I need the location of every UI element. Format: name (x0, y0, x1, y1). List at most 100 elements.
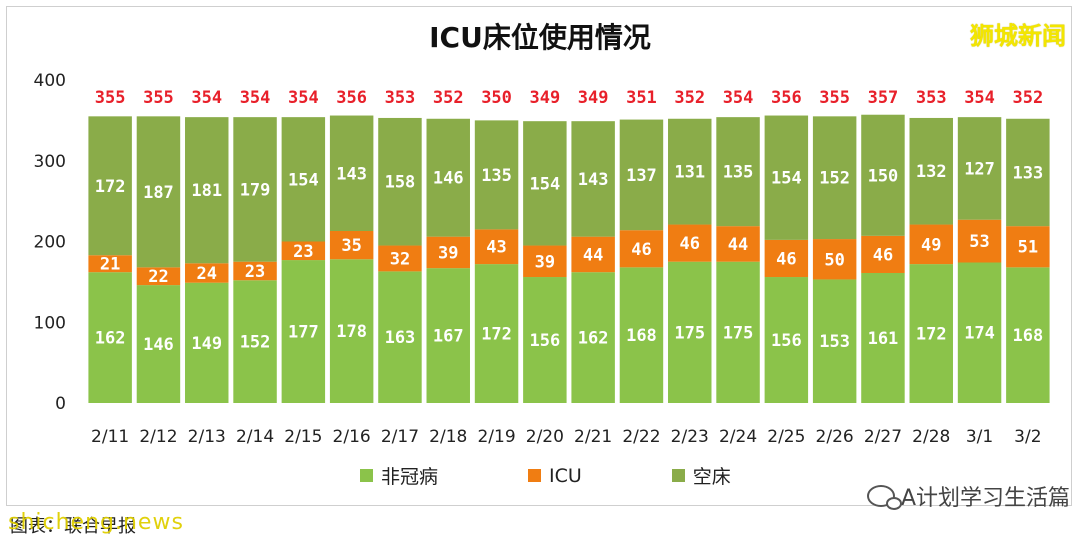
bar-segment (764, 239, 809, 278)
wechat-account: A计划学习生活篇 (866, 480, 1070, 512)
bar-segment (88, 116, 132, 256)
data-label: 127 (964, 159, 995, 179)
data-label: 161 (868, 329, 899, 349)
legend-swatch-empty (671, 469, 685, 482)
bar-segment (378, 117, 422, 246)
total-label: 355 (95, 88, 126, 108)
data-label: 178 (336, 322, 367, 342)
bar-segment (136, 285, 181, 403)
bar-segment (861, 272, 905, 403)
bar-segment (619, 119, 664, 231)
data-label: 167 (433, 327, 464, 347)
data-label: 44 (583, 245, 603, 265)
data-label: 146 (433, 169, 464, 189)
data-label: 154 (529, 174, 560, 194)
total-label: 355 (143, 88, 174, 108)
bar-segment (281, 260, 326, 403)
data-label: 158 (385, 173, 416, 193)
data-label: 49 (921, 235, 941, 255)
legend-item-non-covid: 非冠病 (360, 462, 438, 489)
data-label: 135 (723, 163, 754, 183)
y-tick-label: 300 (34, 152, 66, 172)
wechat-account-label: A计划学习生活篇 (900, 486, 1070, 511)
bar-segment (668, 261, 712, 403)
total-label: 354 (191, 88, 222, 108)
bar-segment (523, 277, 567, 403)
bar-segment (861, 114, 905, 236)
data-label: 152 (240, 333, 271, 353)
bar-segment (474, 229, 519, 265)
bar-segment (426, 236, 470, 269)
x-tick-label: 2/18 (429, 427, 467, 447)
bar-segment (957, 262, 1002, 403)
data-label: 162 (578, 329, 609, 349)
data-label: 179 (240, 180, 271, 200)
data-label: 46 (776, 249, 796, 269)
total-label: 356 (336, 88, 367, 108)
bar-segment (233, 261, 277, 281)
bar-segment (764, 277, 809, 403)
data-label: 50 (824, 250, 844, 270)
data-label: 53 (969, 232, 989, 252)
bar-segment (281, 241, 326, 261)
data-label: 24 (197, 264, 217, 284)
data-label: 46 (873, 245, 893, 265)
bar-segment (716, 117, 760, 227)
data-label: 162 (95, 329, 126, 349)
bar-segment (88, 272, 132, 403)
data-label: 133 (1012, 163, 1043, 183)
total-label: 354 (723, 88, 754, 108)
bar-segment (378, 271, 422, 403)
data-label: 137 (626, 166, 657, 186)
bar-segment (571, 236, 615, 273)
y-tick-label: 0 (55, 394, 66, 414)
bar-segment (1006, 226, 1050, 268)
data-label: 172 (916, 325, 947, 345)
data-label: 46 (680, 234, 700, 254)
bar-segment (1006, 267, 1050, 403)
bar-segment (233, 117, 277, 262)
x-tick-label: 2/27 (864, 427, 902, 447)
bar-segment (426, 118, 470, 237)
total-label: 352 (674, 88, 705, 108)
x-tick-label: 2/26 (816, 427, 854, 447)
x-tick-label: 2/28 (912, 427, 950, 447)
data-label: 174 (964, 324, 995, 344)
x-tick-label: 2/24 (719, 427, 757, 447)
x-tick-label: 2/19 (477, 427, 515, 447)
bar-segment (957, 219, 1002, 263)
data-label: 153 (819, 332, 850, 352)
legend-swatch-icu (528, 469, 542, 482)
bar-segment (716, 261, 760, 403)
total-label: 349 (529, 88, 560, 108)
data-label: 21 (100, 255, 120, 275)
total-label: 349 (578, 88, 609, 108)
data-label: 172 (95, 177, 126, 197)
data-label: 181 (191, 181, 222, 201)
legend-item-empty: 空床 (671, 462, 731, 489)
bar-segment (136, 116, 181, 268)
bar-segment (426, 268, 470, 403)
bar-segment (668, 224, 712, 262)
total-label: 354 (964, 88, 995, 108)
legend-label-empty: 空床 (692, 466, 731, 488)
bar-segment (136, 267, 181, 286)
total-label: 352 (1012, 88, 1043, 108)
bar-segment (88, 255, 132, 273)
source-credit: 图表：联合早报 (10, 516, 136, 537)
bar-segment (185, 282, 229, 403)
x-tick-label: 2/23 (671, 427, 709, 447)
bar-segment (474, 264, 519, 403)
data-label: 44 (728, 235, 748, 255)
total-label: 352 (433, 88, 464, 108)
bar-segment (812, 239, 857, 280)
total-label: 353 (385, 88, 416, 108)
bar-segment (619, 267, 664, 403)
data-label: 172 (481, 325, 512, 345)
bar-segment (812, 116, 857, 240)
y-tick-label: 100 (34, 313, 66, 333)
bar-segment (619, 230, 664, 268)
y-tick-label: 200 (34, 233, 66, 253)
total-label: 350 (481, 88, 512, 108)
bar-segment (1006, 118, 1050, 227)
